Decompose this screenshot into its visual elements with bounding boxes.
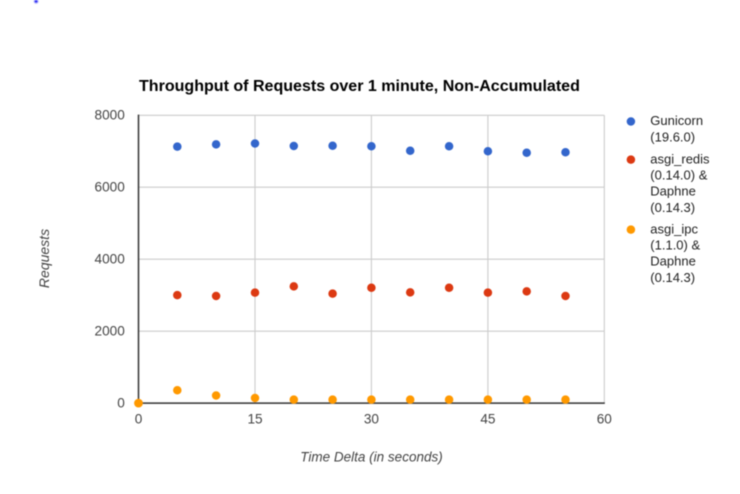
svg-text:15: 15 (247, 411, 262, 426)
svg-text:asgi_ipc: asgi_ipc (650, 221, 698, 236)
svg-text:asgi_redis: asgi_redis (650, 151, 710, 166)
svg-text:Time Delta (in seconds): Time Delta (in seconds) (300, 449, 442, 464)
svg-text:(19.6.0): (19.6.0) (650, 129, 695, 144)
svg-text:Throughput of Requests over 1: Throughput of Requests over 1 minute, No… (139, 77, 580, 95)
svg-text:30: 30 (364, 411, 380, 426)
svg-text:(0.14.3): (0.14.3) (650, 270, 695, 285)
svg-text:Daphne: Daphne (650, 184, 696, 199)
svg-text:(0.14.0) &: (0.14.0) & (650, 168, 707, 183)
svg-text:Gunicorn: Gunicorn (650, 113, 703, 128)
svg-text:60: 60 (597, 411, 613, 426)
svg-text:45: 45 (480, 411, 495, 426)
svg-text:(1.1.0) &: (1.1.0) & (650, 238, 700, 253)
svg-text:(0.14.3): (0.14.3) (650, 200, 695, 215)
svg-text:4000: 4000 (95, 252, 126, 267)
svg-text:8000: 8000 (95, 108, 126, 123)
svg-text:Daphne: Daphne (650, 254, 696, 269)
svg-text:6000: 6000 (95, 180, 126, 195)
svg-text:Requests: Requests (36, 229, 52, 288)
svg-text:0: 0 (135, 411, 143, 426)
svg-text:0: 0 (117, 395, 125, 410)
svg-text:2000: 2000 (95, 324, 126, 339)
